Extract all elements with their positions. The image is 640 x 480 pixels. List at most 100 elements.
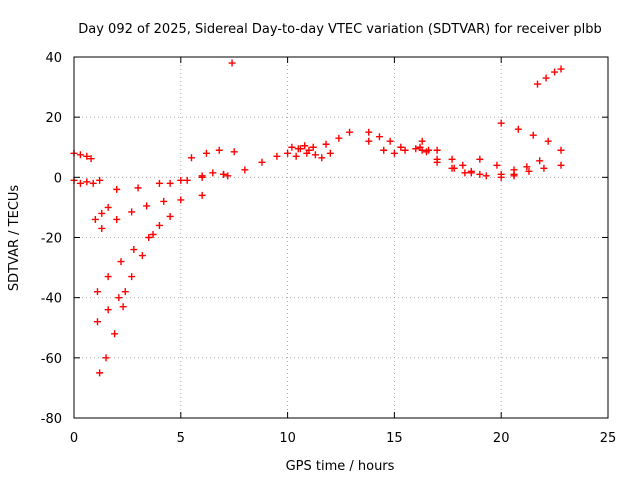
y-axis-label: SDTVAR / TECUs	[7, 185, 22, 292]
data-point-marker	[318, 154, 326, 162]
data-series-arc-16	[365, 128, 430, 156]
data-point-marker	[433, 146, 441, 154]
data-point-marker	[96, 176, 104, 184]
data-point-marker	[183, 176, 191, 184]
data-point-marker	[309, 143, 317, 151]
data-series-arc-15	[305, 128, 354, 154]
data-point-marker	[96, 369, 104, 377]
x-tick-label: 15	[386, 431, 403, 446]
x-axis-label: GPS time / hours	[286, 459, 395, 474]
data-point-marker	[91, 215, 99, 223]
x-tick-label: 25	[600, 431, 617, 446]
data-point-marker	[380, 146, 388, 154]
data-point-marker	[121, 288, 129, 296]
data-point-marker	[412, 145, 420, 153]
data-point-marker	[145, 234, 153, 241]
data-point-marker	[187, 154, 195, 162]
data-point-marker	[482, 172, 490, 180]
data-point-marker	[450, 164, 458, 172]
x-tick-label: 20	[493, 431, 510, 446]
data-point-marker	[459, 161, 467, 169]
x-tick-label: 0	[70, 431, 78, 446]
data-point-marker	[224, 172, 232, 180]
data-point-marker	[536, 157, 544, 165]
data-point-marker	[461, 169, 469, 177]
y-tick-label: 40	[45, 51, 62, 66]
data-point-marker	[119, 303, 127, 311]
data-point-marker	[220, 170, 228, 178]
data-point-marker	[542, 74, 550, 82]
data-point-marker	[93, 288, 101, 296]
data-point-marker	[155, 221, 163, 229]
data-point-marker	[102, 354, 110, 362]
data-point-marker	[160, 197, 168, 205]
data-point-marker	[155, 179, 163, 187]
y-tick-label: -60	[41, 352, 62, 367]
data-point-marker	[557, 161, 565, 169]
data-point-marker	[525, 167, 533, 175]
data-point-marker	[529, 131, 537, 139]
data-point-marker	[149, 230, 157, 238]
data-point-marker	[497, 170, 505, 178]
data-series-arc-3	[91, 203, 112, 223]
y-tick-label: -80	[41, 412, 62, 427]
data-point-marker	[128, 273, 136, 281]
data-point-marker	[166, 179, 174, 187]
data-point-marker	[177, 196, 185, 204]
data-point-marker	[540, 164, 548, 172]
data-point-marker	[284, 149, 292, 157]
data-point-marker	[198, 172, 206, 180]
data-point-marker	[557, 146, 565, 154]
data-point-marker	[448, 155, 456, 163]
data-point-marker	[76, 179, 84, 187]
data-point-marker	[83, 152, 91, 160]
data-series-arc-17	[365, 137, 433, 157]
data-point-marker	[98, 209, 106, 217]
data-point-marker	[467, 169, 475, 177]
data-series-arc-10	[187, 146, 238, 162]
data-point-marker	[365, 137, 373, 145]
data-point-marker	[209, 169, 217, 177]
data-point-marker	[138, 252, 146, 260]
data-point-marker	[202, 149, 210, 157]
data-point-marker	[493, 161, 501, 169]
data-point-marker	[143, 202, 151, 210]
data-point-marker	[288, 143, 296, 151]
gridlines	[74, 57, 608, 418]
data-point-marker	[134, 184, 142, 192]
data-point-marker	[98, 224, 106, 232]
data-points	[70, 59, 565, 377]
data-point-marker	[375, 133, 383, 141]
data-point-marker	[113, 215, 121, 223]
data-point-marker	[418, 137, 426, 145]
data-point-marker	[104, 306, 112, 314]
data-series-arc-23	[497, 161, 565, 180]
data-point-marker	[104, 203, 112, 211]
data-point-marker	[177, 176, 185, 184]
data-point-marker	[301, 142, 309, 150]
y-tick-label: 20	[45, 111, 62, 126]
data-point-marker	[113, 185, 121, 193]
data-series-arc-18	[418, 137, 475, 175]
data-series-arc-7	[96, 288, 129, 377]
data-point-marker	[390, 149, 398, 157]
data-series-arc-21	[476, 155, 544, 174]
data-point-marker	[510, 172, 518, 180]
data-point-marker	[514, 125, 522, 133]
x-tick-label: 5	[177, 431, 185, 446]
data-point-marker	[198, 191, 206, 199]
data-point-marker	[311, 151, 319, 159]
y-tick-label: 0	[54, 171, 62, 186]
data-series-arc-14	[292, 149, 334, 162]
data-point-marker	[510, 166, 518, 174]
y-tick-label: -40	[41, 292, 62, 307]
data-series-arc-9	[166, 169, 228, 187]
data-series-arc-11	[228, 59, 236, 67]
data-point-marker	[551, 68, 559, 76]
data-point-marker	[305, 146, 313, 154]
data-point-marker	[418, 146, 426, 154]
data-point-marker	[273, 152, 281, 160]
data-series-arc-4	[98, 191, 206, 232]
